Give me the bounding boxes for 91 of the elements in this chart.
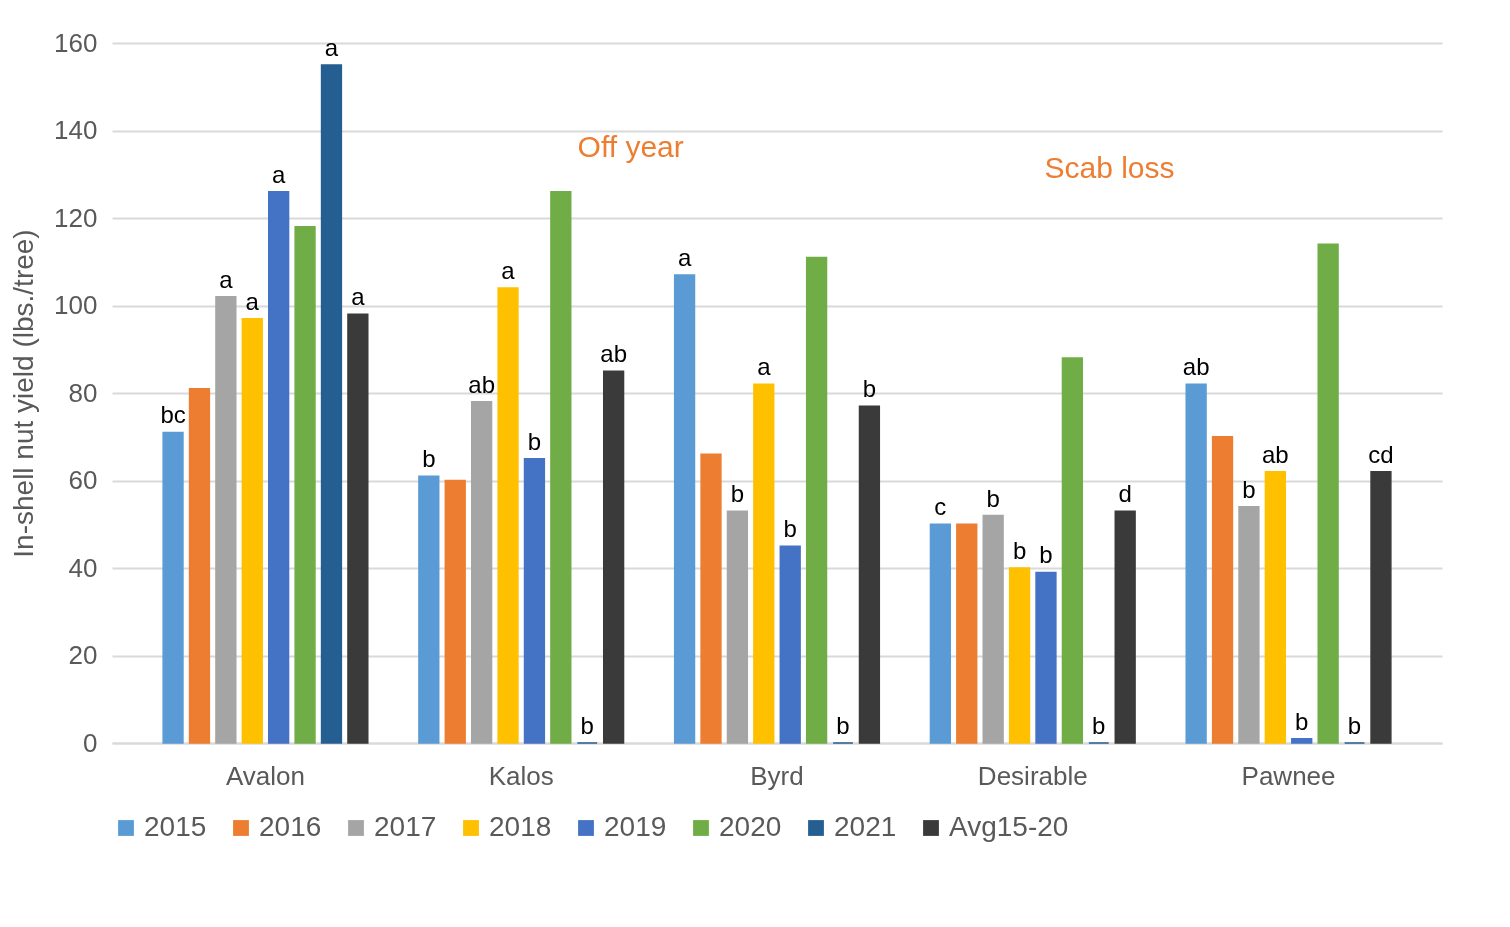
bar (779, 545, 801, 744)
x-tick-label: Byrd (750, 760, 804, 791)
data-label: b (1242, 475, 1256, 503)
y-tick-label: 80 (68, 377, 98, 408)
y-tick-label: 120 (54, 202, 98, 233)
x-tick-label: Avalon (225, 760, 305, 791)
data-label: a (324, 33, 339, 61)
bar (673, 274, 696, 744)
y-tick-label: 0 (83, 727, 98, 758)
bar (320, 64, 343, 744)
y-tick-label: 100 (54, 290, 98, 320)
legend-label: Avg15-20 (949, 811, 1069, 842)
data-label: ab (600, 340, 627, 368)
data-label: b (986, 484, 1000, 512)
legend-label: 2017 (374, 811, 437, 842)
data-label: a (245, 287, 260, 315)
data-label: b (1092, 712, 1106, 739)
bar (1291, 737, 1313, 744)
x-tick-label: Kalos (488, 760, 554, 791)
bar (956, 523, 978, 744)
bar (523, 457, 546, 744)
bar (241, 317, 263, 744)
bar (1238, 506, 1260, 744)
data-label: b (783, 515, 797, 543)
bar (347, 313, 369, 744)
data-label: d (1118, 480, 1132, 508)
legend-label: 2019 (604, 811, 667, 842)
data-label: ab (1261, 440, 1289, 468)
data-label: b (1012, 537, 1027, 564)
bar (215, 296, 237, 744)
bar (444, 479, 466, 744)
bar (418, 475, 440, 744)
y-tick-label: 20 (68, 640, 98, 670)
legend-label: 2016 (259, 811, 322, 842)
bar (1317, 243, 1339, 744)
bar (1008, 567, 1031, 744)
data-label: b (836, 712, 850, 739)
bar (188, 387, 211, 744)
bar (1211, 436, 1234, 744)
bar (1035, 571, 1057, 744)
y-tick-label: 60 (68, 465, 98, 495)
x-tick-label: Desirable (977, 760, 1088, 791)
data-label: a (219, 265, 234, 293)
data-label: a (271, 160, 286, 188)
data-label: a (501, 257, 516, 284)
data-label: a (351, 283, 366, 311)
data-label: b (1347, 712, 1362, 739)
bar (497, 287, 519, 744)
x-tick-label: Pawnee (1241, 760, 1336, 791)
bar (1114, 510, 1136, 744)
annotation: Scab loss (1044, 151, 1175, 184)
bar (294, 226, 316, 744)
legend-label: 2020 (719, 811, 782, 842)
data-label: b (1039, 541, 1053, 569)
y-tick-label: 40 (68, 552, 98, 583)
legend-label: 2021 (834, 811, 897, 842)
data-label: a (677, 243, 692, 271)
bar (550, 191, 572, 744)
data-label: ab (1182, 353, 1210, 381)
y-tick-label: 140 (54, 115, 98, 145)
bar (700, 453, 722, 744)
data-label: c (934, 493, 947, 521)
bar (929, 523, 952, 744)
y-tick-label: 160 (54, 27, 98, 58)
data-label: b (580, 712, 594, 739)
data-label: b (862, 375, 877, 403)
bar (1264, 471, 1286, 744)
bar (268, 191, 290, 744)
legend-label: 2018 (489, 811, 552, 842)
bar (805, 256, 828, 744)
annotation: Off year (577, 130, 684, 163)
bar (858, 405, 881, 744)
bar (602, 370, 625, 744)
bar (1370, 471, 1392, 744)
data-label: b (730, 480, 745, 508)
data-label: a (757, 353, 772, 381)
bar (982, 514, 1004, 744)
y-axis-title: In-shell nut yield (lbs./tree) (8, 229, 40, 558)
bar (753, 383, 775, 744)
data-label: bc (160, 401, 186, 429)
legend-label: 2015 (144, 811, 207, 842)
data-label: b (527, 427, 542, 455)
data-label: b (422, 445, 436, 473)
bar (162, 431, 184, 744)
bar (1185, 383, 1207, 744)
data-label: b (1295, 707, 1309, 735)
bar (470, 401, 493, 744)
data-label: ab (468, 370, 495, 398)
data-label: cd (1368, 440, 1394, 468)
bar (1061, 357, 1084, 744)
bar (726, 510, 749, 744)
